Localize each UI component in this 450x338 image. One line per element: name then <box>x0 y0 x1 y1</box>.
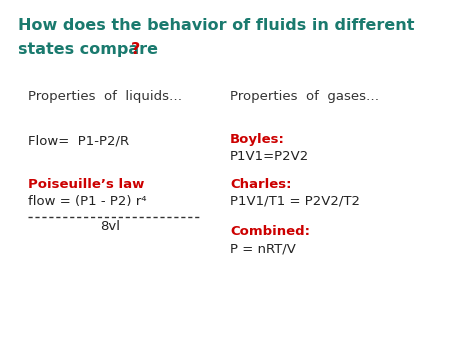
Text: P1V1=P2V2: P1V1=P2V2 <box>230 150 309 163</box>
Text: ?: ? <box>131 42 140 57</box>
Text: How does the behavior of fluids in different: How does the behavior of fluids in diffe… <box>18 18 414 33</box>
Text: Combined:: Combined: <box>230 225 310 238</box>
Text: Poiseuille’s law: Poiseuille’s law <box>28 178 144 191</box>
Text: Flow=  P1-P2/R: Flow= P1-P2/R <box>28 135 129 148</box>
Text: Charles:: Charles: <box>230 178 292 191</box>
Text: 8vl: 8vl <box>100 220 120 233</box>
Text: flow = (P1 - P2) r⁴: flow = (P1 - P2) r⁴ <box>28 195 147 208</box>
Text: P1V1/T1 = P2V2/T2: P1V1/T1 = P2V2/T2 <box>230 195 360 208</box>
Text: states compare: states compare <box>18 42 158 57</box>
Text: Properties  of  gases…: Properties of gases… <box>230 90 379 103</box>
Text: Boyles:: Boyles: <box>230 133 285 146</box>
Text: P = nRT/V: P = nRT/V <box>230 243 296 256</box>
Text: Properties  of  liquids…: Properties of liquids… <box>28 90 182 103</box>
